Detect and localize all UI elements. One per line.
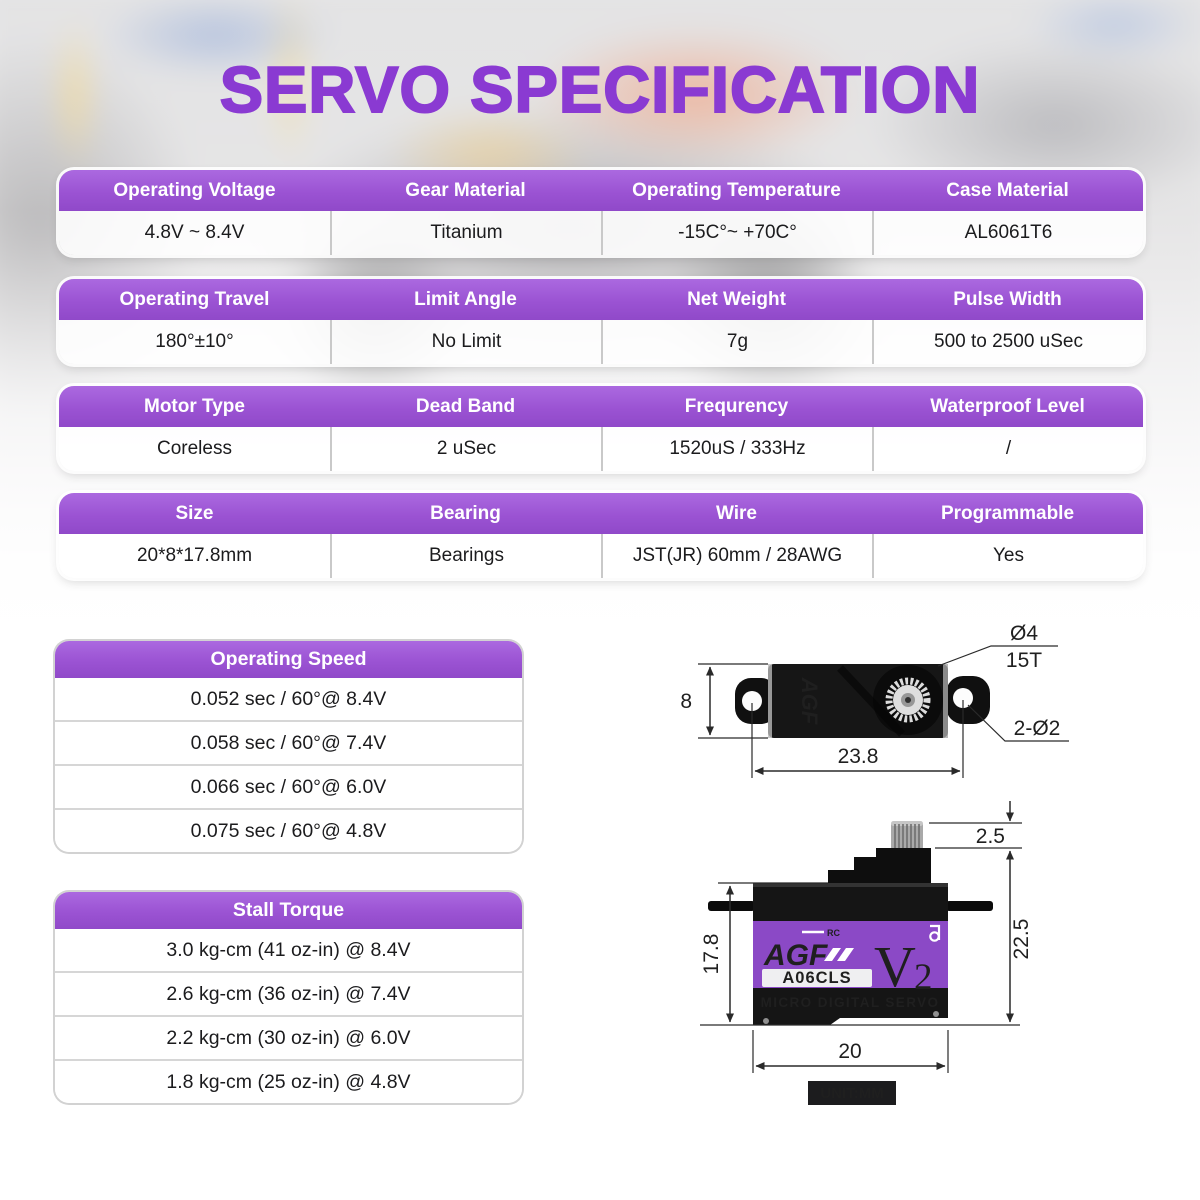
dim-mount-holes-label: 2-Ø2: [1014, 717, 1061, 740]
spec-header-gear-material: Gear Material: [405, 179, 526, 201]
speed-row-1: 0.052 sec / 60°@ 8.4V: [55, 678, 522, 720]
spec-table-1-header-row: Operating Voltage Gear Material Operatin…: [59, 170, 1143, 211]
spec-table-4: Size Bearing Wire Programmable 20*8*17.8…: [59, 493, 1143, 578]
spec-value-size: 20*8*17.8mm: [136, 545, 253, 566]
spec-table-4-header-row: Size Bearing Wire Programmable: [59, 493, 1143, 534]
spline-shaft-icon: [891, 821, 923, 849]
spec-table-1: Operating Voltage Gear Material Operatin…: [59, 170, 1143, 255]
mounting-hole-right-icon: [953, 688, 973, 708]
spec-table-3-value-row: Coreless 2 uSec 1520uS / 333Hz /: [59, 427, 1143, 471]
spec-header-pulse-width: Pulse Width: [953, 288, 1062, 310]
dim-body-height-label: 17.8: [700, 934, 723, 975]
spec-header-motor-type: Motor Type: [144, 395, 245, 417]
screw-left-icon: [763, 1018, 769, 1024]
screw-right-icon: [933, 1011, 939, 1017]
spec-value-gear-material: Titanium: [330, 211, 601, 255]
model-text: A06CLS: [782, 969, 851, 987]
operating-speed-table: Operating Speed 0.052 sec / 60°@ 8.4V 0.…: [55, 641, 522, 852]
unit-badge: UNIT:MM: [808, 1081, 896, 1105]
spec-value-wire: JST(JR) 60mm / 28AWG: [601, 534, 872, 578]
dim-spline-diameter-label: Ø4: [1010, 622, 1038, 645]
speed-row-4: 0.075 sec / 60°@ 4.8V: [55, 808, 522, 852]
spec-header-operating-temperature: Operating Temperature: [632, 179, 841, 201]
spec-value-pulse-width: 500 to 2500 uSec: [872, 320, 1143, 364]
spec-value-frequency: 1520uS / 333Hz: [601, 427, 872, 471]
spec-value-operating-temperature: -15C°~ +70C°: [601, 211, 872, 255]
stall-torque-title: Stall Torque: [55, 892, 522, 929]
mounting-hole-left-icon: [742, 691, 762, 711]
spec-header-case-material: Case Material: [946, 179, 1069, 201]
spec-value-operating-travel: 180°±10°: [155, 331, 234, 352]
spec-table-3-header-row: Motor Type Dead Band Frequrency Waterpro…: [59, 386, 1143, 427]
spec-table-2-value-row: 180°±10° No Limit 7g 500 to 2500 uSec: [59, 320, 1143, 364]
speed-row-3: 0.066 sec / 60°@ 6.0V: [55, 764, 522, 808]
version-v-text: V: [874, 934, 916, 999]
torque-row-4: 1.8 kg-cm (25 oz-in) @ 4.8V: [55, 1059, 522, 1103]
dim-top-height-label: 8: [680, 690, 692, 713]
spec-table-1-value-row: 4.8V ~ 8.4V Titanium -15C°~ +70C° AL6061…: [59, 211, 1143, 255]
gear-icon: [885, 677, 931, 723]
spec-value-waterproof-level: /: [872, 427, 1143, 471]
torque-row-1: 3.0 kg-cm (41 oz-in) @ 8.4V: [55, 929, 522, 971]
spec-value-case-material: AL6061T6: [872, 211, 1143, 255]
spec-header-bearing: Bearing: [430, 502, 501, 524]
spec-header-waterproof-level: Waterproof Level: [930, 395, 1085, 417]
dim-total-height-label: 22.5: [1010, 919, 1033, 960]
spec-value-dead-band: 2 uSec: [330, 427, 601, 471]
spec-table-2-header-row: Operating Travel Limit Angle Net Weight …: [59, 279, 1143, 320]
dim-body-width-label: 20: [838, 1040, 861, 1063]
spec-header-wire: Wire: [715, 502, 757, 524]
spec-table-4-value-row: 20*8*17.8mm Bearings JST(JR) 60mm / 28AW…: [59, 534, 1143, 578]
spec-value-net-weight: 7g: [601, 320, 872, 364]
servo-side-view-drawing: AGF RC A06CLS V 2 MICRO DIGITAL SERVO: [678, 793, 1078, 1115]
torque-row-2: 2.6 kg-cm (36 oz-in) @ 7.4V: [55, 971, 522, 1015]
torque-row-3: 2.2 kg-cm (30 oz-in) @ 6.0V: [55, 1015, 522, 1059]
spec-header-programmable: Programmable: [940, 502, 1075, 524]
rc-badge-text: RC: [827, 928, 840, 938]
agf-logo-top-view: AGF: [797, 677, 822, 725]
spec-table-2: Operating Travel Limit Angle Net Weight …: [59, 279, 1143, 364]
spec-value-limit-angle: No Limit: [330, 320, 601, 364]
spec-header-frequency: Frequrency: [684, 395, 789, 417]
servo-top-view-drawing: AGF 8 23.8 Ø4 15T 2-Ø2: [650, 610, 1070, 795]
spec-value-operating-voltage: 4.8V ~ 8.4V: [144, 222, 245, 243]
spec-value-motor-type: Coreless: [157, 438, 232, 459]
b-logo-mark-icon: [929, 924, 941, 942]
dim-hole-span-label: 23.8: [838, 745, 879, 768]
servo-subtitle-text: MICRO DIGITAL SERVO: [761, 995, 940, 1010]
spec-table-3: Motor Type Dead Band Frequrency Waterpro…: [59, 386, 1143, 471]
operating-speed-title: Operating Speed: [55, 641, 522, 678]
servo-top-view: AGF: [735, 664, 990, 738]
agf-brand-text: AGF: [763, 939, 828, 972]
spec-header-net-weight: Net Weight: [687, 288, 786, 310]
unit-badge-text: UNIT:MM: [820, 1085, 883, 1102]
spec-header-size: Size: [175, 502, 214, 524]
spec-value-bearing: Bearings: [330, 534, 601, 578]
spec-header-limit-angle: Limit Angle: [414, 288, 517, 310]
spec-header-operating-voltage: Operating Voltage: [113, 179, 276, 201]
page-title: SERVO SPECIFICATION: [219, 53, 981, 126]
spec-header-dead-band: Dead Band: [415, 395, 516, 417]
dim-spline-teeth-label: 15T: [1006, 649, 1042, 672]
speed-row-2: 0.058 sec / 60°@ 7.4V: [55, 720, 522, 764]
dim-spline-height-label: 2.5: [976, 825, 1005, 848]
agf-logo: AGF RC: [763, 928, 854, 972]
spec-value-programmable: Yes: [872, 534, 1143, 578]
servo-side-view: AGF RC A06CLS V 2 MICRO DIGITAL SERVO: [708, 821, 993, 1025]
stall-torque-table: Stall Torque 3.0 kg-cm (41 oz-in) @ 8.4V…: [55, 892, 522, 1103]
version-2-text: 2: [914, 957, 933, 998]
spec-header-operating-travel: Operating Travel: [119, 288, 270, 310]
